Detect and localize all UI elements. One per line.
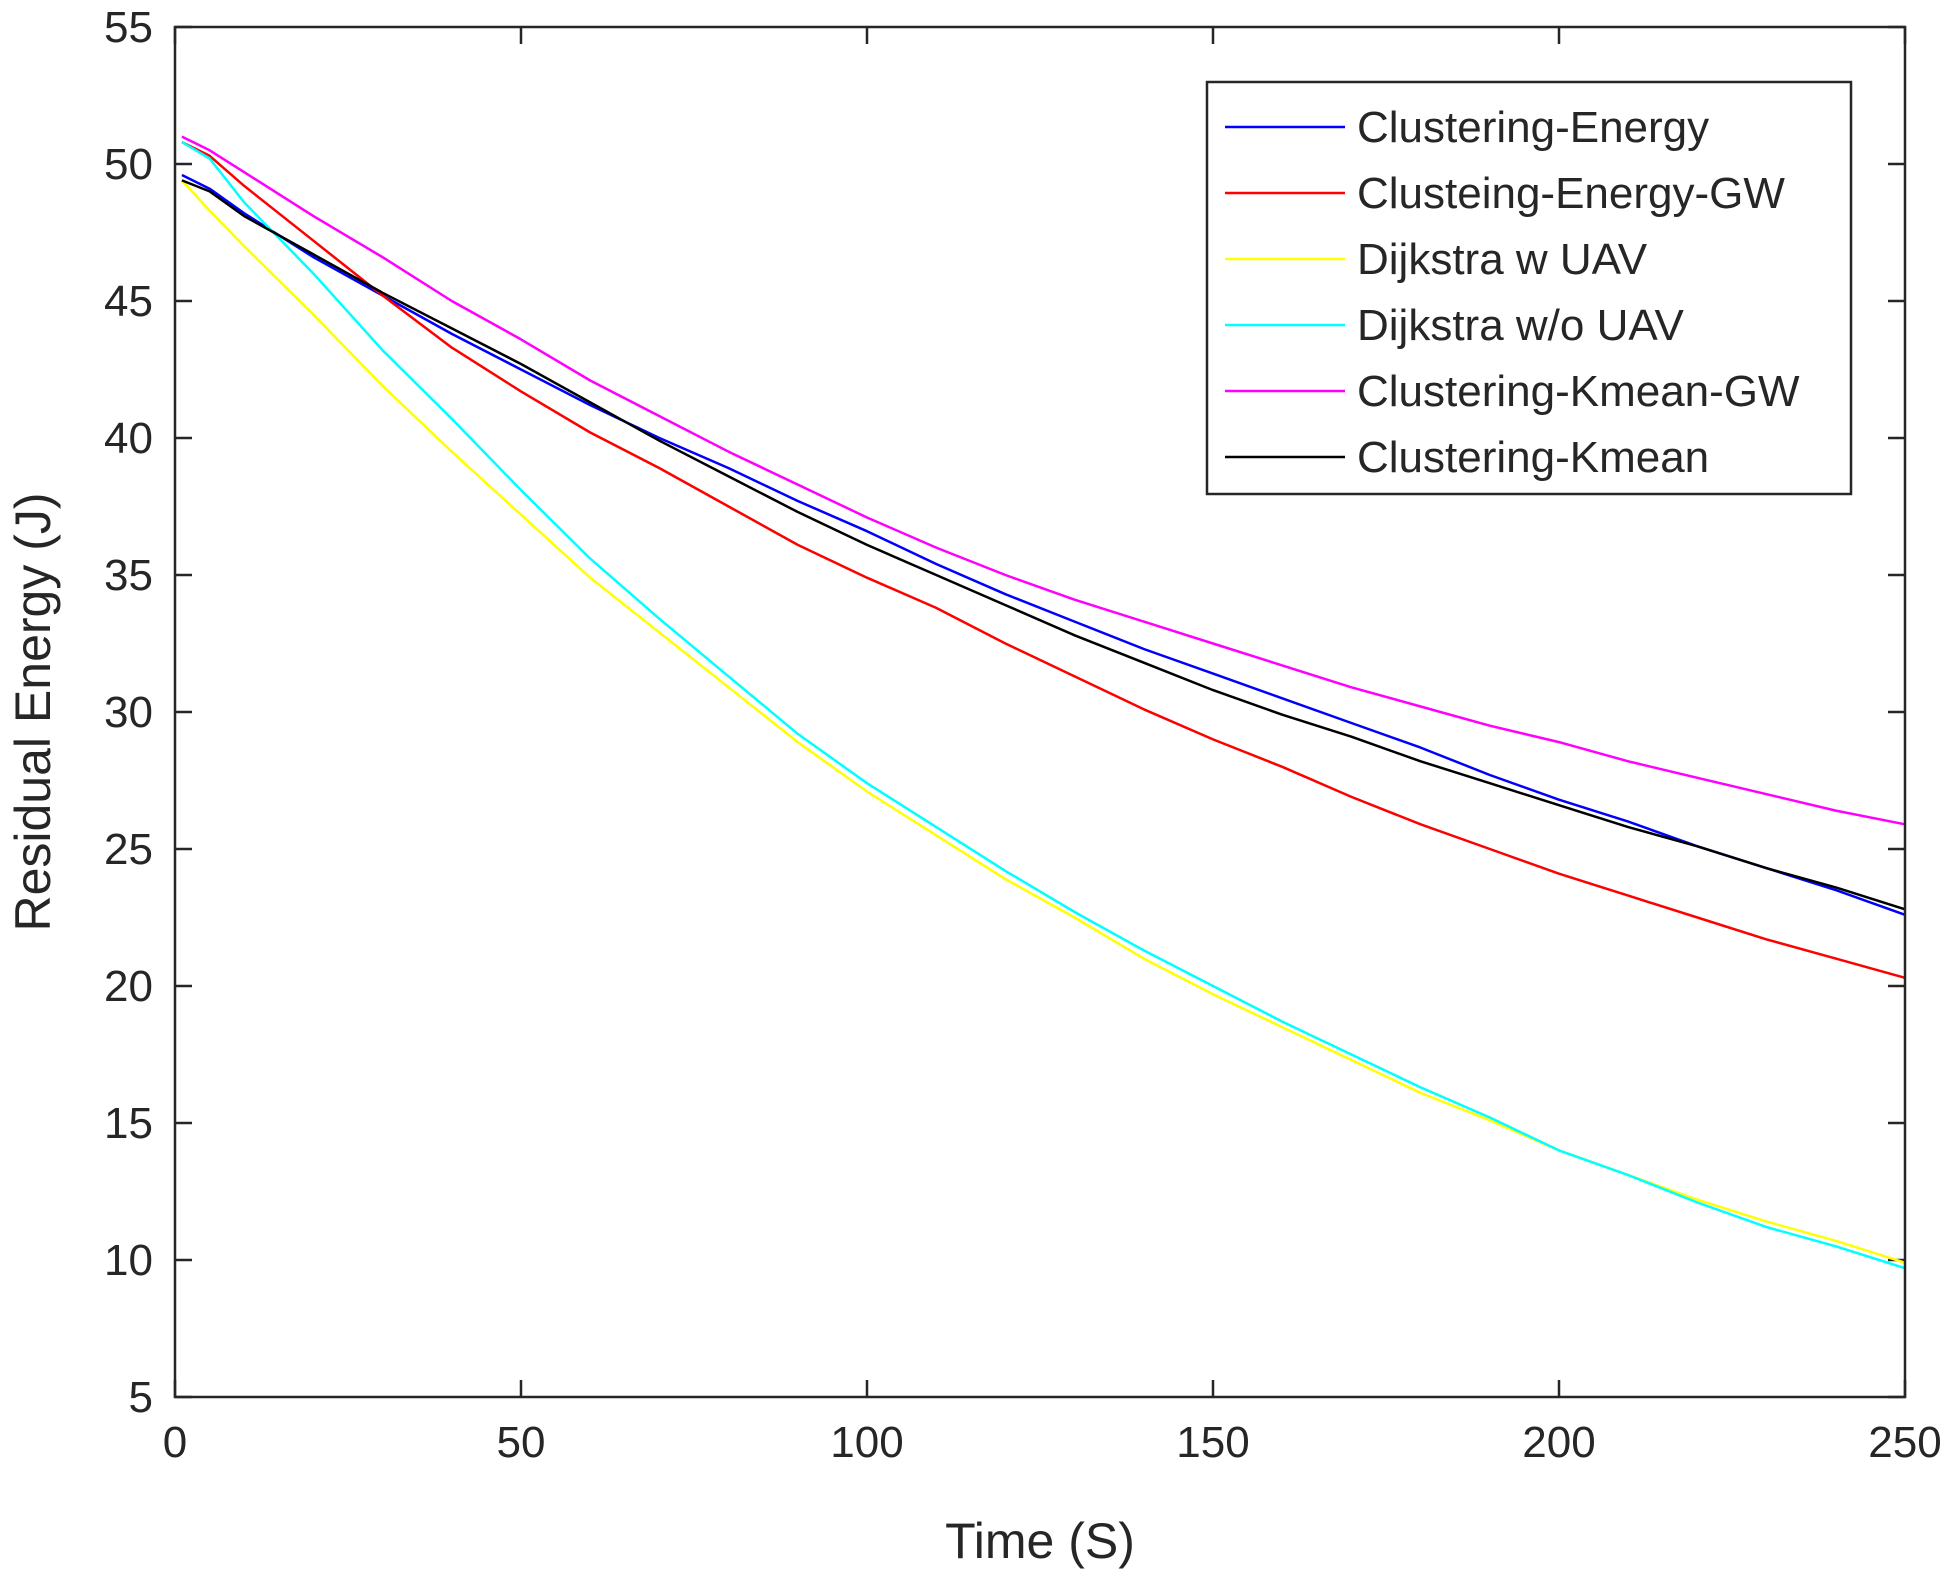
x-axis-label: Time (S) — [945, 1513, 1135, 1569]
legend-label: Dijkstra w UAV — [1357, 235, 1648, 284]
legend-item: Clusteing-Energy-GW — [1225, 169, 1785, 218]
legend-label: Clustering-Energy — [1357, 103, 1709, 152]
y-tick-label: 10 — [104, 1236, 153, 1285]
y-tick-label: 5 — [129, 1373, 153, 1422]
y-tick-label: 45 — [104, 277, 153, 326]
x-tick-label: 0 — [163, 1418, 187, 1467]
legend-label: Clustering-Kmean-GW — [1357, 367, 1800, 416]
x-tick-label: 200 — [1522, 1418, 1595, 1467]
legend-item: Clustering-Kmean — [1225, 433, 1709, 482]
y-axis-label: Residual Energy (J) — [5, 492, 61, 931]
x-tick-label: 250 — [1868, 1418, 1941, 1467]
y-tick-label: 35 — [104, 551, 153, 600]
series-line-clusteing-energy-gw — [181, 140, 1906, 980]
y-tick-label: 50 — [104, 140, 153, 189]
y-tick-label: 55 — [104, 3, 153, 52]
x-tick-label: 150 — [1176, 1418, 1249, 1467]
ticks-layer: 0 50 100 150 200 250 5 10 15 20 25 30 35 40 45 50 55 — [104, 3, 1942, 1467]
legend-label: Clusteing-Energy-GW — [1357, 169, 1785, 218]
legend-item: Clustering-Energy — [1225, 103, 1709, 152]
legend: Clustering-Energy Clusteing-Energy-GW Dijk… — [1205, 80, 1853, 496]
legend-item: Dijkstra w/o UAV — [1225, 301, 1684, 350]
x-tick-label: 50 — [497, 1418, 546, 1467]
series-line-clustering-energy — [181, 173, 1906, 916]
x-tick-label: 100 — [830, 1418, 903, 1467]
legend-label: Clustering-Kmean — [1357, 433, 1709, 482]
legend-item: Clustering-Kmean-GW — [1225, 367, 1800, 416]
series-line-dijkstra-w-o-uav — [181, 141, 1906, 1270]
series-layer — [180, 135, 1906, 1270]
legend-box — [1205, 80, 1853, 496]
y-tick-label: 20 — [104, 962, 153, 1011]
y-tick-label: 40 — [104, 414, 153, 463]
series-line-clustering-kmean-gw — [181, 135, 1906, 826]
series-line-clustering-kmean — [181, 179, 1906, 911]
plot-area-frame — [173, 25, 1907, 1399]
legend-item: Dijkstra w UAV — [1225, 235, 1648, 284]
y-tick-label: 15 — [104, 1099, 153, 1148]
y-tick-label: 30 — [104, 688, 153, 737]
y-tick-label: 25 — [104, 825, 153, 874]
legend-label: Dijkstra w/o UAV — [1357, 301, 1684, 350]
legend-items: Clustering-Energy Clusteing-Energy-GW Dijk… — [1225, 103, 1800, 482]
